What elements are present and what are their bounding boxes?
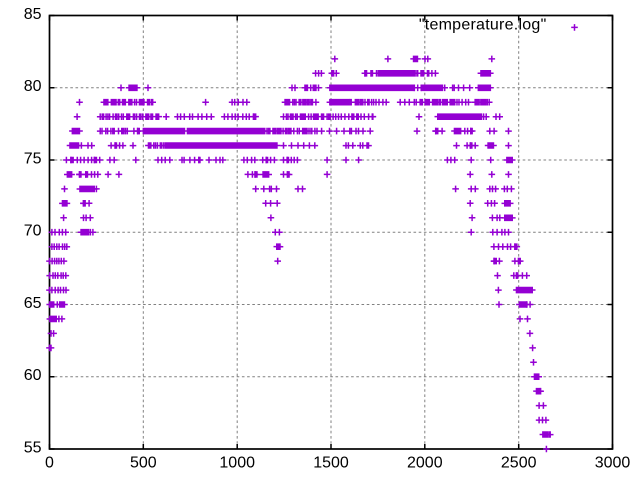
svg-text:"temperature.log": "temperature.log" [419,17,547,34]
svg-text:1500: 1500 [313,455,349,472]
svg-text:75: 75 [24,150,42,167]
svg-text:80: 80 [24,78,42,95]
svg-text:70: 70 [24,223,42,240]
svg-text:0: 0 [45,455,54,472]
svg-text:85: 85 [24,6,42,23]
svg-text:500: 500 [130,455,157,472]
svg-text:60: 60 [24,367,42,384]
svg-text:2000: 2000 [407,455,443,472]
svg-text:1000: 1000 [219,455,255,472]
svg-text:2500: 2500 [501,455,537,472]
svg-text:3000: 3000 [595,455,631,472]
svg-text:65: 65 [24,295,42,312]
svg-text:55: 55 [24,439,42,456]
